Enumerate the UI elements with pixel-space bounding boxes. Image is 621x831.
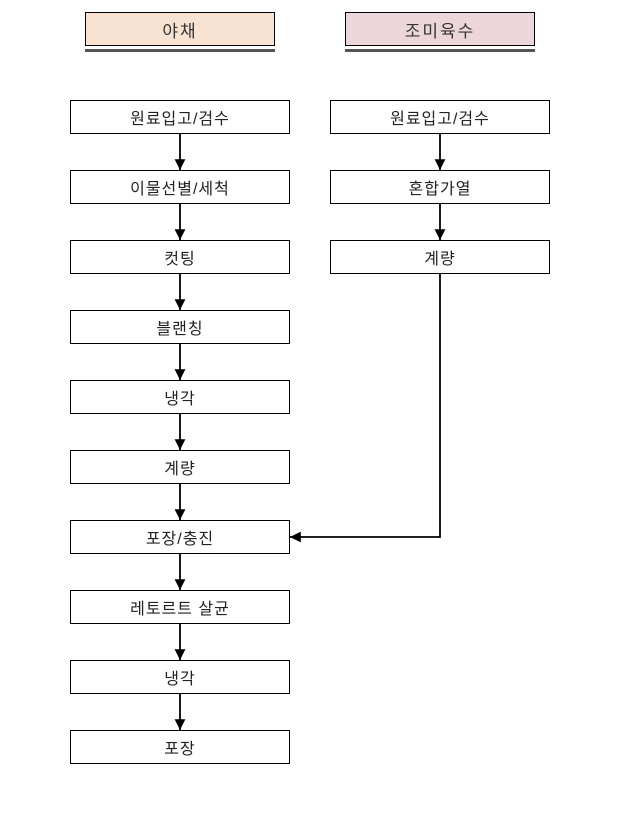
header-left: 야채 [85,12,275,46]
left-step-6: 포장/충진 [70,520,290,554]
right-step-0: 원료입고/검수 [330,100,550,134]
header-right: 조미육수 [345,12,535,46]
left-step-8: 냉각 [70,660,290,694]
left-step-3: 블랜칭 [70,310,290,344]
left-step-5: 계량 [70,450,290,484]
left-step-0: 원료입고/검수 [70,100,290,134]
right-step-2: 계량 [330,240,550,274]
right-step-1: 혼합가열 [330,170,550,204]
header-right-underline [345,49,535,52]
left-step-9: 포장 [70,730,290,764]
left-step-2: 컷팅 [70,240,290,274]
left-step-7: 레토르트 살균 [70,590,290,624]
header-left-underline [85,49,275,52]
left-step-1: 이물선별/세척 [70,170,290,204]
left-step-4: 냉각 [70,380,290,414]
